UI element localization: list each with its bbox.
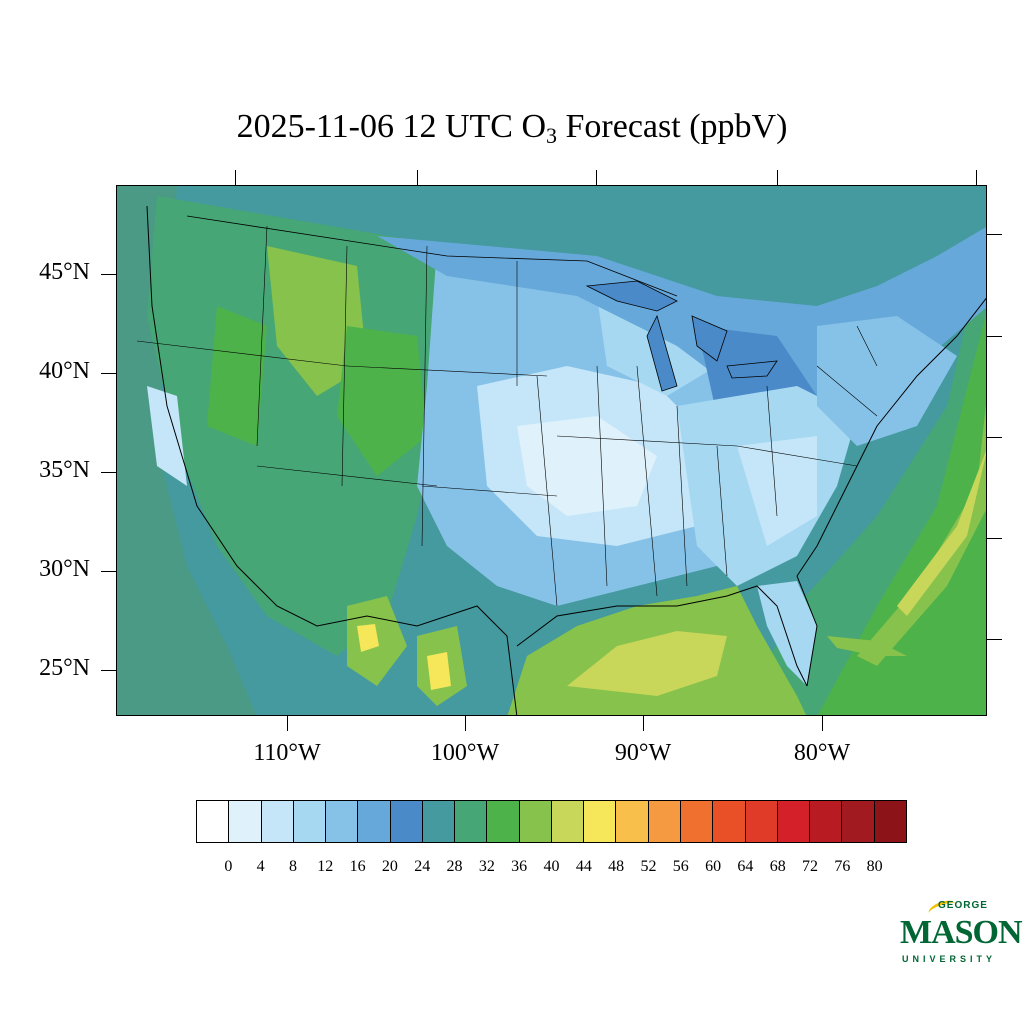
colorbar-tick-label: 64: [737, 858, 754, 875]
longitude-label: 90°W: [614, 740, 672, 766]
colorbar-tick-label: 36: [511, 858, 528, 875]
colorbar-tick-label: 60: [705, 858, 722, 875]
latitude-label: 25°N: [39, 655, 90, 681]
colorbar-swatch: [810, 801, 843, 842]
colorbar-swatch: [293, 801, 327, 842]
colorbar-swatch: [648, 801, 681, 842]
colorbar-swatch: [616, 801, 649, 842]
colorbar-tick-label: 76: [834, 858, 851, 875]
map-title: 2025-11-06 12 UTC O3 Forecast (ppbV): [236, 108, 788, 148]
colorbar-tick-label: 28: [446, 858, 463, 875]
left-tick: [101, 472, 116, 473]
colorbar-tick-label: 0: [224, 858, 233, 875]
colorbar-tick-label: 24: [414, 858, 431, 875]
top-tick: [976, 170, 977, 185]
colorbar-tick-label: 32: [478, 858, 495, 875]
right-tick: [987, 336, 1002, 337]
colorbar-swatch: [842, 801, 875, 842]
top-tick: [596, 170, 597, 185]
colorbar: [196, 800, 907, 843]
colorbar-swatch: [422, 801, 456, 842]
colorbar-swatch: [745, 801, 778, 842]
colorbar-tick-label: 68: [769, 858, 786, 875]
colorbar-tick-label: 80: [866, 858, 883, 875]
right-tick: [987, 234, 1002, 235]
colorbar-swatch: [551, 801, 585, 842]
colorbar-swatch: [197, 801, 230, 842]
gmu-logo: GEORGE MASON UNIVERSITY: [898, 897, 1023, 968]
top-tick: [777, 170, 778, 185]
left-tick: [101, 274, 116, 275]
ozone-field-map: [117, 186, 986, 715]
bottom-tick: [287, 716, 288, 731]
longitude-label: 110°W: [253, 740, 321, 766]
colorbar-swatch: [713, 801, 746, 842]
colorbar-tick-label: 40: [543, 858, 560, 875]
ozone-map: [116, 185, 987, 716]
colorbar-swatch: [874, 801, 906, 842]
latitude-label: 35°N: [39, 457, 90, 483]
colorbar-tick-label: 12: [317, 858, 334, 875]
colorbar-tick-label: 44: [575, 858, 592, 875]
bottom-tick: [643, 716, 644, 731]
colorbar-swatch: [777, 801, 811, 842]
longitude-label: 100°W: [430, 740, 500, 766]
longitude-label: 80°W: [793, 740, 851, 766]
right-tick: [987, 437, 1002, 438]
left-tick: [101, 670, 116, 671]
colorbar-swatch: [584, 801, 617, 842]
colorbar-tick-label: 72: [802, 858, 819, 875]
colorbar-tick-label: 20: [381, 858, 398, 875]
colorbar-tick-label: 8: [288, 858, 297, 875]
bottom-tick: [465, 716, 466, 731]
colorbar-swatch: [519, 801, 552, 842]
colorbar-swatch: [261, 801, 294, 842]
top-tick: [235, 170, 236, 185]
colorbar-swatch: [358, 801, 391, 842]
left-tick: [101, 373, 116, 374]
colorbar-swatch: [680, 801, 714, 842]
colorbar-swatch: [455, 801, 488, 842]
latitude-label: 45°N: [39, 259, 90, 285]
colorbar-tick-label: 56: [672, 858, 689, 875]
logo-top-text: GEORGE: [938, 900, 988, 911]
colorbar-tick-label: 48: [608, 858, 625, 875]
right-tick: [987, 538, 1002, 539]
colorbar-swatch: [326, 801, 359, 842]
latitude-label: 30°N: [39, 556, 90, 582]
colorbar-tick-label: 4: [256, 858, 265, 875]
top-tick: [417, 170, 418, 185]
colorbar-swatch: [390, 801, 423, 842]
right-tick: [987, 639, 1002, 640]
logo-bottom-text: UNIVERSITY: [902, 954, 997, 964]
left-tick: [101, 571, 116, 572]
colorbar-tick-label: 52: [640, 858, 657, 875]
bottom-tick: [822, 716, 823, 731]
logo-main-text: MASON: [900, 914, 1023, 951]
latitude-label: 40°N: [39, 358, 90, 384]
colorbar-swatch: [487, 801, 520, 842]
colorbar-tick-label: 16: [349, 858, 366, 875]
colorbar-swatch: [229, 801, 262, 842]
